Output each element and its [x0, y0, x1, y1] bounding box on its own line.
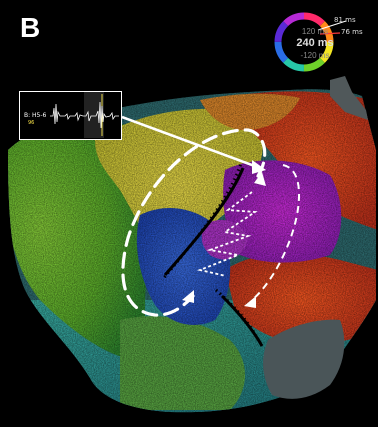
wheel-tag-b: 76 ms — [341, 28, 363, 36]
electrogram-inset: B: H5-6 96 — [19, 91, 122, 140]
inset-pointer-arrowhead — [252, 160, 266, 174]
electrogram-trace — [50, 92, 119, 138]
wheel-top-label: 120 ms — [301, 27, 329, 36]
arrowhead-upper — [254, 172, 266, 186]
reentry-loop-outer — [121, 128, 267, 317]
reentry-arrow-inner — [251, 164, 301, 301]
arrowhead-lower-left — [182, 290, 194, 303]
arrowhead-inner — [244, 296, 256, 308]
inset-pointer-line — [121, 115, 261, 170]
isthmus-zigzag — [196, 191, 258, 277]
dotted-line-upper — [160, 159, 244, 281]
inset-value: 96 — [28, 120, 35, 126]
wheel-bottom-label: -120 ms — [300, 51, 330, 60]
panel-label: B — [20, 12, 41, 43]
inset-label: B: H5-6 — [24, 112, 47, 119]
grey-valve-region — [263, 319, 345, 399]
dotted-line-lower — [215, 288, 260, 341]
wheel-center-label: 240 ms — [296, 37, 334, 49]
activation-color-wheel — [274, 12, 347, 72]
wheel-tag-a: 81 ms — [334, 16, 356, 24]
grey-appendage — [330, 76, 368, 120]
